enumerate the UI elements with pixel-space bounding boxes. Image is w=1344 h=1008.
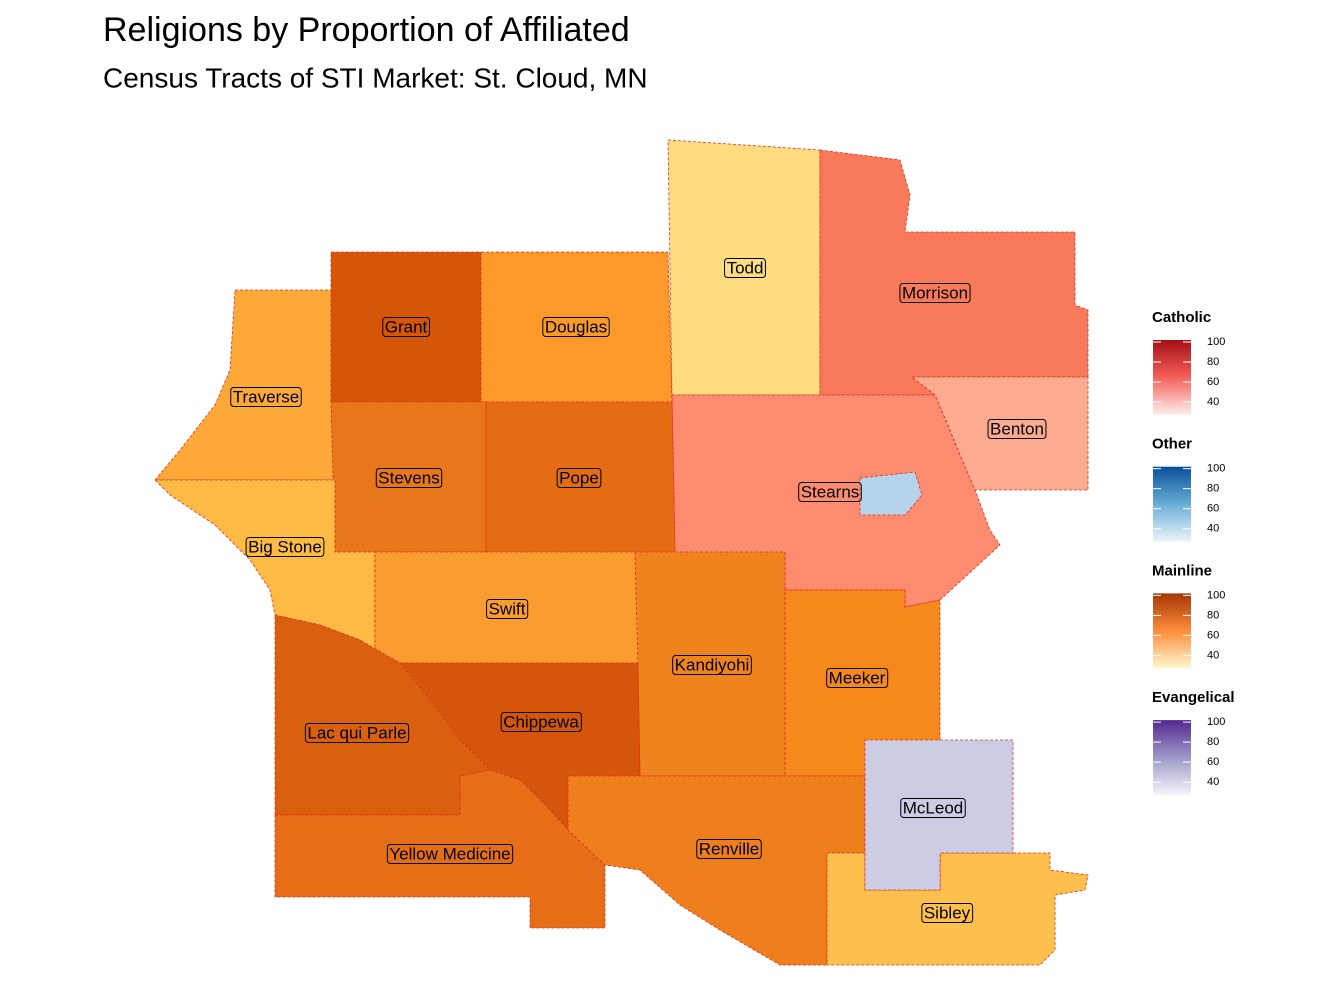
label-box [900,797,966,818]
county-name: Big Stone [248,537,322,556]
label-box [375,467,443,488]
legend-colorbar [1153,593,1191,669]
legend-tick-label: 40 [1207,523,1219,535]
legend-title: Catholic [1152,309,1211,326]
county-name: Grant [385,317,428,336]
county-label: Douglas [542,316,610,337]
county-label: Renville [696,838,762,859]
county-name: Todd [727,258,764,277]
county-name: Stearns [801,482,860,501]
label-box [245,536,325,557]
legend-tick-label: 60 [1207,503,1219,515]
county-name: Douglas [545,317,607,336]
county [864,739,1014,891]
county-label: Chippewa [500,711,582,732]
legend-title: Mainline [1152,562,1212,579]
county [819,149,1089,396]
county-label: Swift [486,598,529,619]
county-label: McLeod [900,797,966,818]
legend-colorbar [1153,720,1191,796]
legend-tick-label: 80 [1207,609,1219,621]
county-name: Yellow Medicine [389,844,510,863]
legend-colorbar [1153,466,1191,542]
county-label: Traverse [230,386,302,407]
legend-title: Evangelical [1152,689,1235,706]
legend-tick-label: 100 [1207,463,1225,475]
legend-tick-label: 100 [1207,589,1225,601]
title: Religions by Proportion of Affiliated [103,11,630,49]
county-name: Sibley [924,903,971,922]
county-label: Pope [556,467,602,488]
county-label: Meeker [826,667,889,688]
county-name: Traverse [233,387,299,406]
label-box [386,843,514,864]
legend-title: Other [1152,436,1192,453]
label-box [798,481,862,502]
county-name: Chippewa [503,712,579,731]
county-label: Lac qui Parle [304,722,410,743]
label-box [304,722,410,743]
legend-tick-label: 60 [1207,629,1219,641]
label-box [382,316,431,337]
legend-tick-label: 80 [1207,483,1219,495]
county-label: Stearns [798,481,862,502]
legend-tick-label: 40 [1207,649,1219,661]
legend-tick-label: 40 [1207,396,1219,408]
county-label: Grant [382,316,431,337]
label-box [230,386,302,407]
label-box [542,316,610,337]
county-label: Sibley [921,902,974,923]
label-box [724,257,766,278]
county [154,289,336,481]
county-name: Benton [990,419,1044,438]
label-box [696,838,762,859]
county-tract [859,471,923,516]
county-name: Meeker [829,668,886,687]
county-label: Big Stone [245,536,325,557]
county-name: Renville [699,839,759,858]
county-name: Swift [489,599,526,618]
legend-tick-label: 40 [1207,776,1219,788]
label-box [899,282,971,303]
subtitle: Census Tracts of STI Market: St. Cloud, … [103,62,648,93]
legend-tick-label: 60 [1207,756,1219,768]
county-name: Stevens [378,468,439,487]
legend-colorbar [1153,340,1191,415]
county-label: Kandiyohi [672,654,752,675]
label-box [556,467,602,488]
label-box [987,418,1047,439]
legend-tick-label: 80 [1207,736,1219,748]
counties [154,139,1089,966]
county-name: Morrison [902,283,968,302]
label-box [826,667,889,688]
legend-tick-label: 60 [1207,376,1219,388]
label-box [486,598,529,619]
county-label: Benton [987,418,1047,439]
county-name: Kandiyohi [675,655,750,674]
county-name: Lac qui Parle [307,723,406,742]
county-label: Todd [724,257,766,278]
label-box [500,711,582,732]
county-label: Stevens [375,467,443,488]
county-label: Morrison [899,282,971,303]
county-label: Yellow Medicine [386,843,514,864]
label-box [921,902,974,923]
legend-tick-label: 80 [1207,356,1219,368]
legend-tick-label: 100 [1207,336,1225,348]
county-name: McLeod [903,798,963,817]
county [784,589,941,777]
legend-tick-label: 100 [1207,716,1225,728]
county [567,775,866,966]
county-name: Pope [559,468,599,487]
label-box [672,654,752,675]
